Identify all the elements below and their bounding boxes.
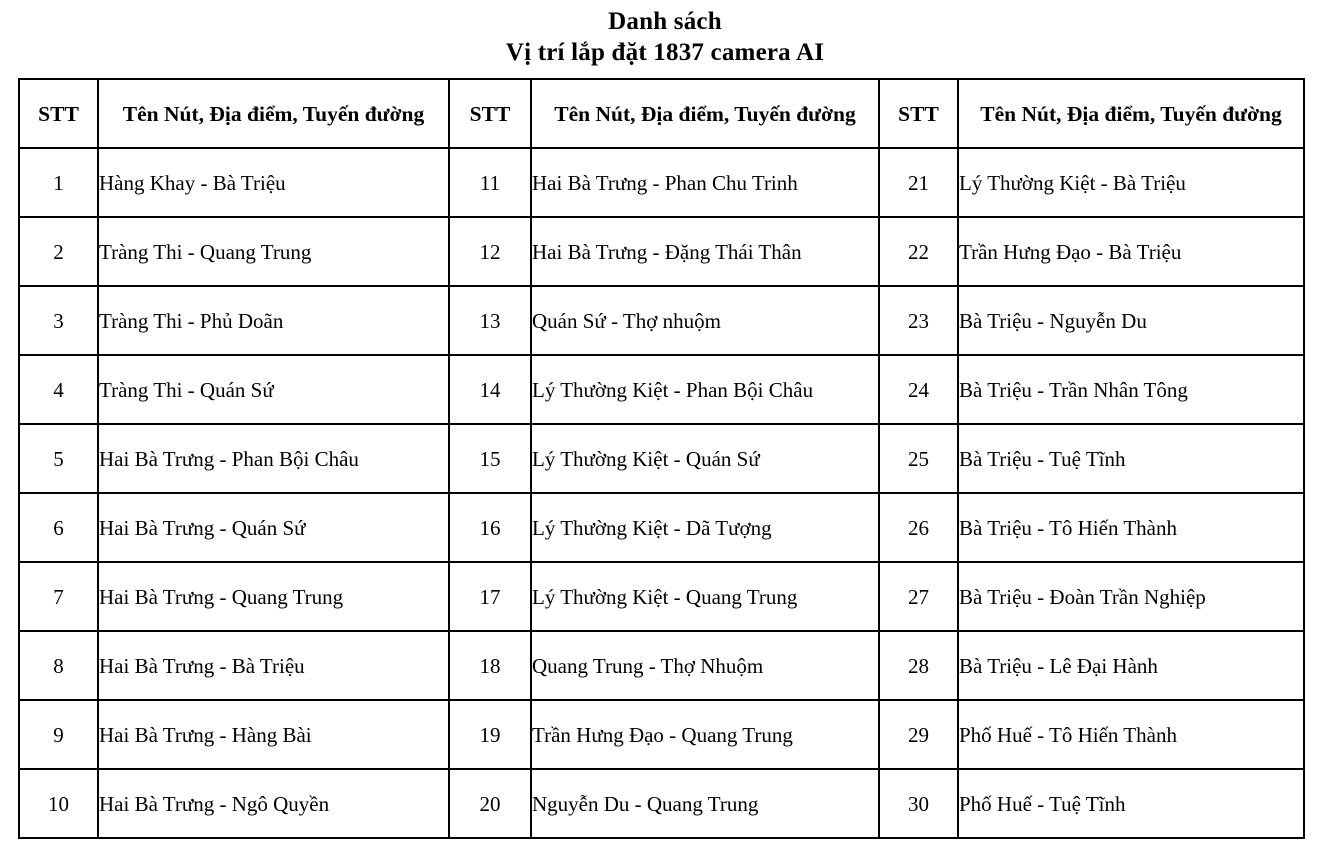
row-location-cell: Bà Triệu - Tuệ Tĩnh [957,423,1305,494]
row-index-cell: 23 [878,285,959,356]
row-location-cell: Bà Triệu - Nguyễn Du [957,285,1305,356]
row-location-cell: Hai Bà Trưng - Quán Sứ [97,492,450,563]
table-header-row: STT Tên Nút, Địa điểm, Tuyến đường STT T… [18,78,1305,149]
row-index-cell: 25 [878,423,959,494]
row-location-cell: Nguyễn Du - Quang Trung [530,768,880,839]
row-index-cell: 19 [448,699,532,770]
row-index-cell: 11 [448,147,532,218]
table-row: 2 Tràng Thi - Quang Trung 12 Hai Bà Trưn… [18,216,1305,287]
row-location-cell: Lý Thường Kiệt - Phan Bội Châu [530,354,880,425]
row-location-cell: Phố Huế - Tô Hiến Thành [957,699,1305,770]
title-line-primary: Danh sách [608,8,722,35]
row-index-cell: 28 [878,630,959,701]
header-location-1: Tên Nút, Địa điểm, Tuyến đường [97,78,450,149]
camera-location-table: STT Tên Nút, Địa điểm, Tuyến đường STT T… [18,78,1305,839]
row-index-cell: 21 [878,147,959,218]
table-row: 6 Hai Bà Trưng - Quán Sứ 16 Lý Thường Ki… [18,492,1305,563]
header-stt-1: STT [18,78,99,149]
header-stt-3: STT [878,78,959,149]
row-index-cell: 9 [18,699,99,770]
row-location-cell: Hai Bà Trưng - Phan Chu Trinh [530,147,880,218]
camera-location-table-container: STT Tên Nút, Địa điểm, Tuyến đường STT T… [18,78,1305,839]
row-index-cell: 16 [448,492,532,563]
header-location-3: Tên Nút, Địa điểm, Tuyến đường [957,78,1305,149]
table-row: 7 Hai Bà Trưng - Quang Trung 17 Lý Thườn… [18,561,1305,632]
row-index-cell: 29 [878,699,959,770]
row-location-cell: Lý Thường Kiệt - Bà Triệu [957,147,1305,218]
row-location-cell: Bà Triệu - Trần Nhân Tông [957,354,1305,425]
row-index-cell: 1 [18,147,99,218]
row-location-cell: Hai Bà Trưng - Hàng Bài [97,699,450,770]
row-location-cell: Quang Trung - Thợ Nhuộm [530,630,880,701]
row-location-cell: Bà Triệu - Đoàn Trần Nghiệp [957,561,1305,632]
row-index-cell: 20 [448,768,532,839]
row-index-cell: 24 [878,354,959,425]
row-location-cell: Hàng Khay - Bà Triệu [97,147,450,218]
title-line-secondary: Vị trí lắp đặt 1837 camera AI [505,39,825,66]
row-location-cell: Hai Bà Trưng - Phan Bội Châu [97,423,450,494]
row-index-cell: 10 [18,768,99,839]
table-row: 5 Hai Bà Trưng - Phan Bội Châu 15 Lý Thư… [18,423,1305,494]
row-location-cell: Trần Hưng Đạo - Bà Triệu [957,216,1305,287]
table-row: 8 Hai Bà Trưng - Bà Triệu 18 Quang Trung… [18,630,1305,701]
row-index-cell: 30 [878,768,959,839]
row-index-cell: 18 [448,630,532,701]
row-location-cell: Tràng Thi - Quán Sứ [97,354,450,425]
header-location-2: Tên Nút, Địa điểm, Tuyến đường [530,78,880,149]
row-location-cell: Hai Bà Trưng - Quang Trung [97,561,450,632]
row-location-cell: Lý Thường Kiệt - Quang Trung [530,561,880,632]
table-row: 4 Tràng Thi - Quán Sứ 14 Lý Thường Kiệt … [18,354,1305,425]
row-location-cell: Hai Bà Trưng - Bà Triệu [97,630,450,701]
row-index-cell: 3 [18,285,99,356]
row-location-cell: Lý Thường Kiệt - Quán Sứ [530,423,880,494]
row-index-cell: 4 [18,354,99,425]
row-location-cell: Quán Sứ - Thợ nhuộm [530,285,880,356]
table-body: 1 Hàng Khay - Bà Triệu 11 Hai Bà Trưng -… [18,147,1305,839]
table-row: 9 Hai Bà Trưng - Hàng Bài 19 Trần Hưng Đ… [18,699,1305,770]
row-location-cell: Bà Triệu - Tô Hiến Thành [957,492,1305,563]
row-index-cell: 14 [448,354,532,425]
row-index-cell: 12 [448,216,532,287]
row-index-cell: 13 [448,285,532,356]
row-location-cell: Tràng Thi - Quang Trung [97,216,450,287]
table-header: STT Tên Nút, Địa điểm, Tuyến đường STT T… [18,78,1305,149]
row-index-cell: 6 [18,492,99,563]
row-location-cell: Trần Hưng Đạo - Quang Trung [530,699,880,770]
row-location-cell: Bà Triệu - Lê Đại Hành [957,630,1305,701]
row-index-cell: 17 [448,561,532,632]
row-index-cell: 2 [18,216,99,287]
row-index-cell: 7 [18,561,99,632]
row-location-cell: Hai Bà Trưng - Ngô Quyền [97,768,450,839]
row-index-cell: 8 [18,630,99,701]
table-row: 3 Tràng Thi - Phủ Doãn 13 Quán Sứ - Thợ … [18,285,1305,356]
row-location-cell: Phố Huế - Tuệ Tĩnh [957,768,1305,839]
row-location-cell: Tràng Thi - Phủ Doãn [97,285,450,356]
row-index-cell: 22 [878,216,959,287]
table-row: 1 Hàng Khay - Bà Triệu 11 Hai Bà Trưng -… [18,147,1305,218]
row-location-cell: Hai Bà Trưng - Đặng Thái Thân [530,216,880,287]
row-index-cell: 5 [18,423,99,494]
row-index-cell: 15 [448,423,532,494]
row-index-cell: 27 [878,561,959,632]
row-index-cell: 26 [878,492,959,563]
row-location-cell: Lý Thường Kiệt - Dã Tượng [530,492,880,563]
document-title: Danh sách Vị trí lắp đặt 1837 camera AI [0,6,1330,68]
header-stt-2: STT [448,78,532,149]
table-row: 10 Hai Bà Trưng - Ngô Quyền 20 Nguyễn Du… [18,768,1305,839]
